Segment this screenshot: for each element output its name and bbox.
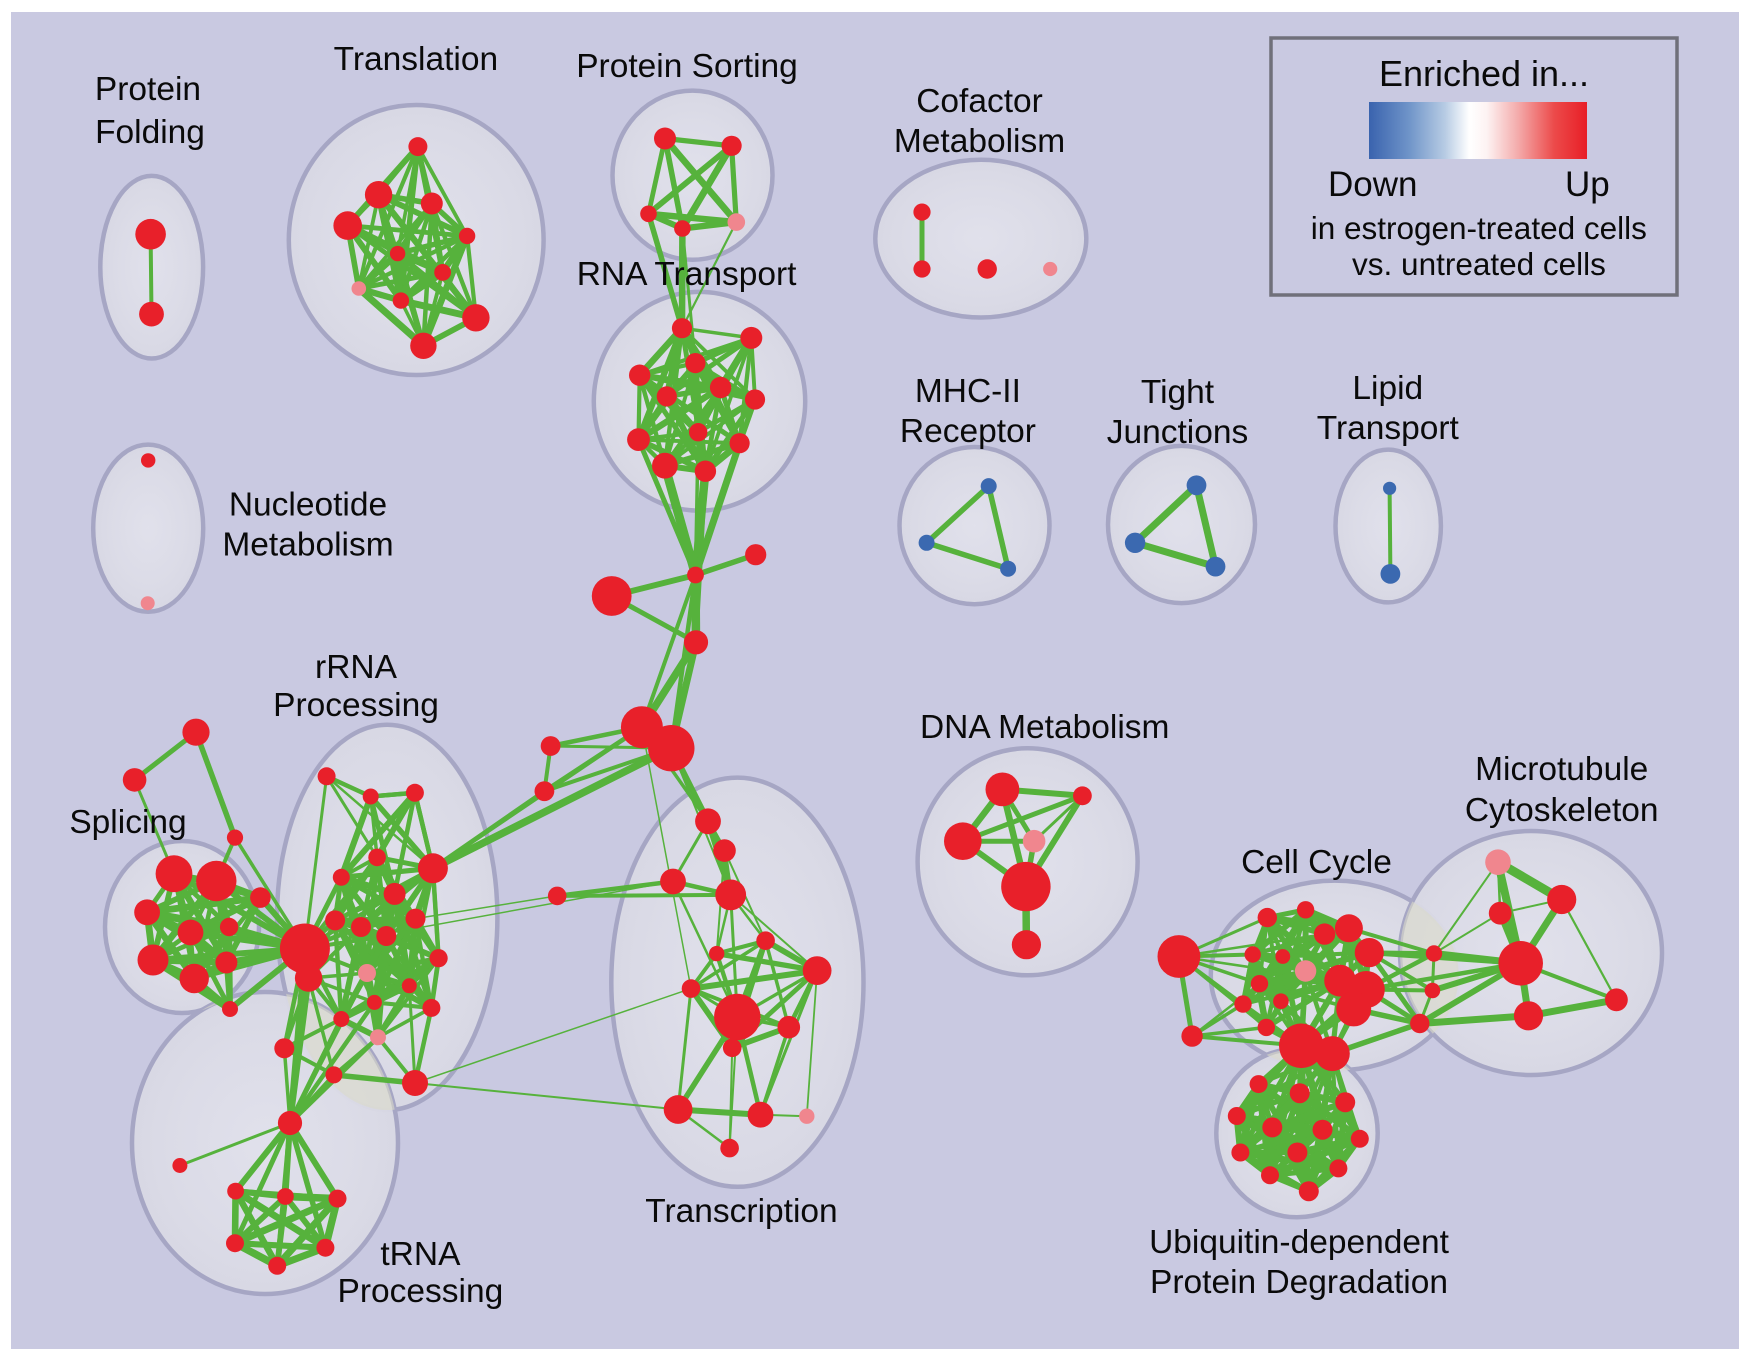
svg-text:Splicing: Splicing <box>69 804 186 841</box>
svg-text:tRNA: tRNA <box>380 1236 461 1273</box>
svg-text:Nucleotide: Nucleotide <box>229 486 387 523</box>
svg-text:Junctions: Junctions <box>1107 414 1249 451</box>
svg-text:Cytoskeleton: Cytoskeleton <box>1465 792 1659 829</box>
svg-text:Enriched in...: Enriched in... <box>1379 53 1589 94</box>
svg-text:vs. untreated cells: vs. untreated cells <box>1352 246 1606 282</box>
svg-text:Up: Up <box>1565 165 1610 204</box>
svg-text:Metabolism: Metabolism <box>222 527 393 564</box>
svg-text:MHC-II: MHC-II <box>915 373 1021 410</box>
svg-text:Transcription: Transcription <box>645 1193 837 1230</box>
svg-text:RNA Transport: RNA Transport <box>577 256 797 293</box>
svg-text:Receptor: Receptor <box>900 413 1036 450</box>
svg-text:Tight: Tight <box>1141 374 1215 411</box>
svg-text:in estrogen-treated cells: in estrogen-treated cells <box>1311 210 1647 246</box>
svg-text:Down: Down <box>1328 165 1417 204</box>
svg-text:Transport: Transport <box>1317 410 1460 447</box>
svg-text:Translation: Translation <box>334 41 498 78</box>
svg-text:Cell Cycle: Cell Cycle <box>1241 844 1392 881</box>
svg-text:Processing: Processing <box>338 1273 504 1310</box>
svg-text:Folding: Folding <box>95 114 205 151</box>
svg-text:Protein: Protein <box>95 71 201 108</box>
svg-text:Metabolism: Metabolism <box>894 123 1065 160</box>
svg-text:Lipid: Lipid <box>1352 370 1423 407</box>
svg-text:Cofactor: Cofactor <box>916 83 1043 120</box>
svg-text:DNA Metabolism: DNA Metabolism <box>920 709 1169 746</box>
svg-text:Microtubule: Microtubule <box>1475 751 1648 788</box>
svg-text:rRNA: rRNA <box>315 649 398 686</box>
svg-text:Processing: Processing <box>273 687 439 724</box>
svg-text:Ubiquitin-dependent: Ubiquitin-dependent <box>1149 1224 1450 1261</box>
svg-text:Protein Degradation: Protein Degradation <box>1150 1264 1448 1301</box>
svg-text:Protein Sorting: Protein Sorting <box>576 48 798 85</box>
